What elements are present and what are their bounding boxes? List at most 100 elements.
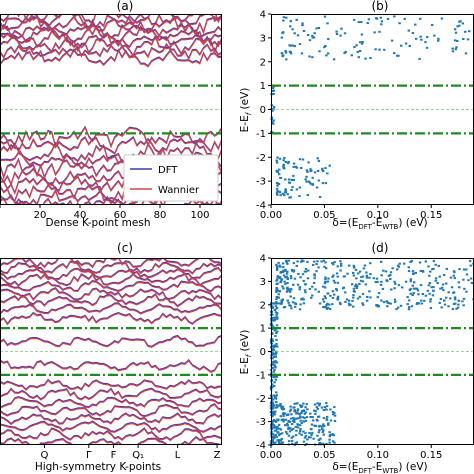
panel-d-point-1-238	[306, 438, 309, 441]
panel-d-point-2-196	[321, 298, 325, 301]
panel-d-point-2-145	[336, 295, 340, 298]
panel-d-point-2-14	[391, 267, 394, 270]
panel-d-point-1-233	[285, 422, 289, 425]
panel-d-point-1-108	[295, 412, 298, 415]
panel-d-point-0-102	[275, 324, 279, 327]
panel-d-point-2-89	[317, 290, 320, 293]
panel-d-xtick-label-0: 0.00	[260, 450, 282, 461]
panel-b-point-2-88	[289, 25, 292, 28]
panel-d-point-1-203	[314, 410, 317, 413]
panel-b-point-2-124	[456, 25, 459, 28]
panel-d-point-0-5	[273, 381, 276, 384]
panel-d-point-2-314	[276, 278, 279, 281]
panel-d-point-2-353	[324, 278, 327, 281]
panel-d-point-1-246	[309, 428, 313, 431]
panel-d-point-2-262	[458, 286, 461, 289]
panel-b-point-2-116	[374, 48, 377, 51]
panel-d-point-2-418	[279, 270, 283, 273]
panel-d-point-0-14	[275, 375, 279, 378]
panel-d-point-2-42	[365, 299, 369, 302]
panel-d-point-2-7	[322, 259, 325, 262]
panel-d-point-1-133	[300, 433, 303, 436]
panel-d-point-1-223	[318, 429, 321, 432]
panel-d-point-2-81	[365, 274, 369, 277]
panel-a-band-18-wannier	[0, 14, 222, 26]
panel-d-point-2-80	[438, 301, 441, 304]
panel-b-point-1-37	[305, 180, 308, 183]
panel-d-point-2-303	[280, 299, 283, 302]
panel-c-bands	[0, 258, 222, 445]
panel-d-point-2-326	[285, 290, 289, 293]
panel-d-point-0-95	[274, 316, 277, 319]
panel-b-point-2-78	[298, 43, 302, 46]
panel-d-point-2-333	[312, 264, 315, 266]
panel-b-point-2-112	[458, 20, 461, 23]
panel-d-point-2-230	[332, 279, 335, 282]
panel-d-point-2-410	[284, 259, 288, 262]
panel-d-point-1-134	[290, 428, 293, 431]
panel-d-point-2-408	[342, 287, 345, 290]
panel-d-point-2-105	[385, 300, 388, 303]
panel-d-point-1-257	[287, 426, 290, 429]
panel-b-ytick-label-6: 2	[260, 57, 266, 68]
panel-d-point-2-47	[366, 296, 369, 298]
panel-d-point-0-85	[271, 357, 274, 360]
panel-d-point-1-141	[325, 405, 329, 408]
panel-d-point-2-287	[352, 296, 355, 299]
panel-d-point-2-334	[426, 289, 429, 292]
panel-d-point-0-138	[275, 352, 278, 354]
panel-c-xtick-label-1: Γ	[86, 450, 92, 461]
panel-b-ytick-label-5: 1	[260, 81, 266, 92]
panel-b-point-2-95	[325, 54, 328, 57]
panel-d-point-1-235	[312, 437, 315, 440]
panel-d-point-0-125	[273, 329, 277, 332]
panel-d-point-1-186	[281, 432, 284, 435]
panel-d-point-1-154	[299, 427, 302, 430]
panel-b-point-1-86	[306, 194, 309, 196]
panel-d-point-0-148	[271, 421, 274, 424]
panel-d-point-0-132	[273, 309, 276, 312]
panel-b-point-2-85	[380, 20, 384, 23]
panel-b-point-2-48	[380, 23, 383, 26]
panel-c-band-0-wannier	[0, 436, 222, 445]
panel-d-point-1-216	[275, 429, 278, 432]
panel-d-point-1-225	[281, 405, 284, 408]
panel-b-point-1-27	[304, 178, 307, 181]
panel-b-point-2-84	[313, 32, 316, 35]
panel-d-point-1-258	[271, 407, 274, 410]
panel-b-point-2-20	[454, 39, 457, 42]
panel-d-point-1-127	[277, 423, 281, 426]
panel-d-point-2-158	[380, 260, 383, 263]
panel-d-point-2-327	[424, 260, 427, 263]
panel-d-point-2-148	[414, 271, 417, 274]
panel-d-point-2-8	[306, 260, 309, 263]
panel-b-point-1-49	[276, 190, 279, 192]
panel-d-xtick-label-1: 0.05	[313, 450, 335, 461]
panel-d-point-1-227	[271, 405, 274, 407]
panel-d-point-2-295	[407, 308, 411, 311]
panel-b-point-1-61	[275, 182, 279, 185]
panel-d-point-1-228	[324, 408, 328, 411]
panel-d-point-2-74	[389, 278, 392, 280]
panel-d-point-1-206	[284, 430, 288, 433]
panel-b-point-1-0	[301, 158, 305, 161]
panel-d-point-0-124	[274, 366, 277, 369]
panel-d-point-2-49	[415, 287, 419, 290]
panel-d-point-1-31	[293, 409, 296, 412]
panel-d-point-2-247	[358, 295, 362, 298]
panel-d-point-1-62	[293, 410, 296, 413]
panel-d-point-2-360	[284, 268, 287, 271]
panel-b-point-1-20	[324, 167, 327, 170]
panel-d-point-2-130	[333, 281, 337, 284]
panel-d-point-2-64	[382, 269, 385, 272]
panel-b-point-2-37	[291, 44, 294, 47]
panel-d-point-0-158	[275, 435, 278, 438]
panel-d-point-2-411	[293, 277, 297, 280]
panel-d-point-1-24	[273, 436, 276, 439]
panel-d-point-2-172	[298, 288, 301, 291]
panel-b-point-1-30	[292, 174, 295, 177]
panel-d-point-0-159	[274, 395, 277, 398]
panel-b-point-2-113	[289, 52, 293, 55]
panel-b-ytick-label-4: 0	[260, 105, 266, 116]
panel-b-point-2-25	[418, 57, 421, 60]
